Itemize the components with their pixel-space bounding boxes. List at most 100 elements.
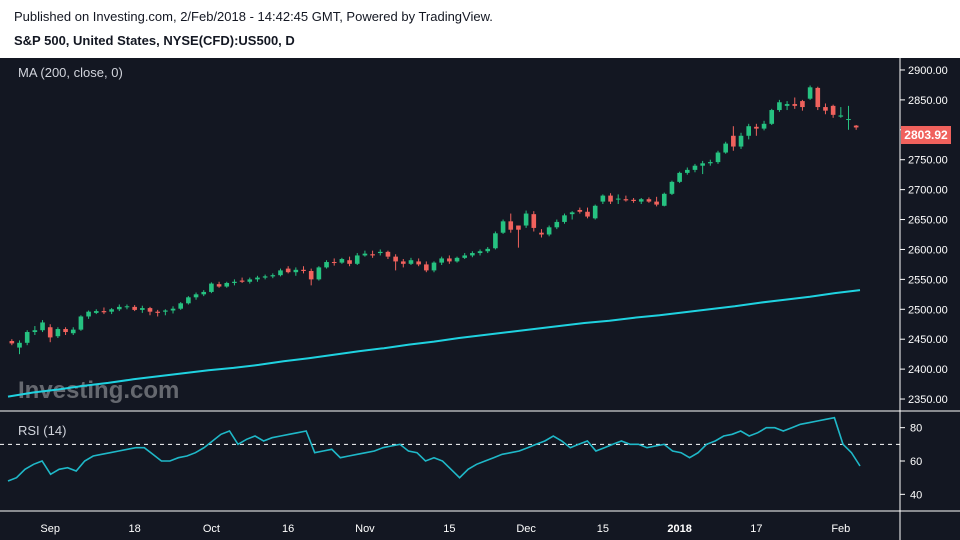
candle-body: [454, 257, 460, 262]
chart-area[interactable]: MA (200, close, 0) RSI (14) Investing.co…: [0, 58, 960, 540]
candle-body: [393, 256, 398, 262]
price-tick-label: 2900.00: [908, 65, 948, 77]
candle-body: [408, 260, 414, 264]
candle-body: [508, 221, 514, 230]
rsi-ticks: 40 60 80: [900, 423, 922, 501]
candle-body: [500, 221, 506, 233]
candle-body: [684, 169, 690, 173]
candle-body: [646, 199, 652, 202]
candle-body: [715, 152, 721, 163]
time-tick-label: 2018: [667, 523, 691, 535]
published-line: Published on Investing.com, 2/Feb/2018 -…: [14, 9, 493, 24]
candle-body: [347, 260, 352, 264]
candle-body: [186, 297, 191, 304]
time-tick-label: Feb: [831, 523, 850, 535]
last-price-label: 2803.92: [904, 128, 948, 142]
candle-body: [224, 282, 230, 287]
chart-header: Published on Investing.com, 2/Feb/2018 -…: [0, 0, 960, 58]
candle-body: [17, 342, 22, 348]
price-tick-label: 2600.00: [908, 244, 948, 256]
candle-body: [247, 279, 253, 282]
candle-body: [654, 201, 659, 205]
candle-body: [132, 306, 137, 310]
candle-body: [546, 227, 552, 235]
candle-body: [800, 101, 805, 108]
candle-body: [316, 267, 322, 280]
candle-body: [669, 181, 675, 194]
candle-body: [439, 258, 444, 263]
price-tick-label: 2700.00: [908, 185, 948, 197]
candle-body: [170, 308, 176, 311]
candle-body: [424, 264, 429, 271]
candle-body: [86, 311, 91, 317]
price-tick-label: 2350.00: [908, 394, 948, 406]
rsi-tick-label: 60: [910, 456, 922, 468]
candle-body: [308, 270, 314, 280]
candle-body: [385, 251, 391, 257]
candle-body: [754, 126, 759, 129]
candle-body: [24, 332, 30, 343]
candle-body: [738, 135, 744, 147]
candle-body: [362, 253, 368, 256]
time-tick-label: 16: [282, 523, 294, 535]
candle-body: [377, 251, 383, 254]
candle-body: [769, 110, 775, 124]
candle-body: [201, 291, 207, 295]
ma-indicator-label: MA (200, close, 0): [18, 65, 123, 80]
candle-body: [116, 306, 122, 310]
time-tick-label: 17: [750, 523, 762, 535]
candle-body: [792, 104, 798, 106]
candle-body: [447, 258, 452, 262]
candle-body: [516, 225, 521, 230]
time-tick-label: Nov: [355, 523, 375, 535]
candle-body: [47, 327, 53, 338]
last-price-badge: 2803.92: [901, 126, 951, 144]
candle-body: [846, 119, 851, 121]
candle-body: [193, 294, 199, 298]
candle-body: [554, 221, 560, 228]
time-tick-label: 18: [129, 523, 141, 535]
candle-body: [723, 143, 728, 153]
candle-body: [262, 276, 268, 278]
price-ticks: 2350.00 2400.00 2450.00 2500.00 2550.00 2600.…: [900, 65, 948, 406]
chart-svg[interactable]: MA (200, close, 0) RSI (14) Investing.co…: [0, 58, 960, 540]
candle-body: [562, 215, 567, 222]
candle-body: [838, 115, 844, 117]
candle-body: [853, 125, 859, 128]
candle-body: [592, 205, 598, 219]
chart-background: [0, 58, 960, 540]
candle-body: [55, 329, 61, 337]
candle-body: [784, 104, 790, 106]
candle-body: [477, 251, 483, 254]
candle-body: [661, 193, 667, 206]
candle-body: [731, 135, 736, 147]
ma-200-line: [7, 289, 861, 398]
candle-body: [830, 105, 836, 115]
candle-body: [692, 165, 698, 170]
time-tick-label: Dec: [516, 523, 536, 535]
candle-body: [78, 316, 84, 330]
price-tick-label: 2550.00: [908, 274, 948, 286]
time-tick-label: 15: [443, 523, 455, 535]
price-tick-label: 2450.00: [908, 334, 948, 346]
time-ticks: Sep 18 Oct 16 Nov 15 Dec 15 2018 17 Feb: [40, 523, 850, 535]
candle-body: [608, 195, 613, 202]
candle-body: [523, 213, 529, 226]
candle-body: [400, 261, 406, 264]
candle-body: [577, 209, 583, 212]
candle-body: [807, 87, 813, 99]
candle-body: [40, 322, 45, 331]
price-tick-label: 2850.00: [908, 95, 948, 107]
candle-body: [209, 283, 214, 292]
candle-body: [761, 123, 767, 129]
candle-body: [32, 330, 38, 333]
ma-line-group: [7, 289, 861, 398]
candle-body: [631, 199, 636, 201]
candle-body: [63, 329, 68, 333]
candle-body: [155, 311, 160, 313]
candle-body: [178, 303, 184, 309]
candle-body: [124, 306, 130, 308]
candle-body: [163, 310, 168, 312]
candle-body: [708, 162, 713, 164]
candle-body: [539, 232, 544, 235]
